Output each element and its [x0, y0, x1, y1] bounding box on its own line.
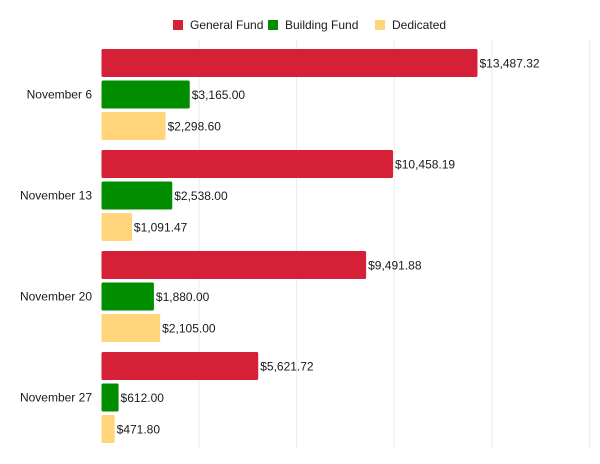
data-label: $1,091.47 [134, 221, 188, 235]
category-label: November 27 [20, 391, 92, 405]
bar-dedicated [101, 112, 166, 140]
bar-general-fund [101, 49, 478, 77]
data-label: $612.00 [121, 391, 165, 405]
data-label: $2,298.60 [168, 120, 222, 134]
legend-swatch [375, 20, 385, 30]
bars: $13,487.32 $3,165.00 $2,298.60 $10,458.19 $2… [101, 49, 540, 443]
bar-dedicated [101, 314, 161, 342]
data-label: $10,458.19 [395, 158, 455, 172]
bar-building-fund [101, 181, 173, 210]
data-label: $2,538.00 [174, 189, 228, 203]
legend-swatch [268, 20, 278, 30]
bar-general-fund [101, 352, 259, 380]
category-labels: November 6 November 13 November 20 November… [20, 88, 92, 405]
legend: General Fund Building Fund Dedicated [173, 18, 446, 32]
bar-general-fund [101, 150, 394, 178]
bar-building-fund [101, 282, 154, 311]
bar-dedicated [101, 213, 132, 241]
legend-label: General Fund [190, 18, 263, 32]
legend-label: Building Fund [285, 18, 358, 32]
category-label: November 6 [27, 88, 93, 102]
data-label: $9,491.88 [368, 259, 422, 273]
data-label: $3,165.00 [192, 88, 246, 102]
data-label: $13,487.32 [480, 57, 540, 71]
category-label: November 20 [20, 290, 92, 304]
data-label: $1,880.00 [156, 290, 210, 304]
data-label: $471.80 [117, 423, 161, 437]
gridlines [198, 40, 590, 448]
bar-building-fund [101, 383, 119, 412]
bar-general-fund [101, 251, 367, 279]
legend-swatch [173, 20, 183, 30]
data-label: $2,105.00 [162, 322, 216, 336]
category-label: November 13 [20, 189, 92, 203]
data-label: $5,621.72 [260, 360, 314, 374]
bar-dedicated [101, 415, 115, 443]
legend-label: Dedicated [392, 18, 446, 32]
bar-building-fund [101, 80, 190, 109]
